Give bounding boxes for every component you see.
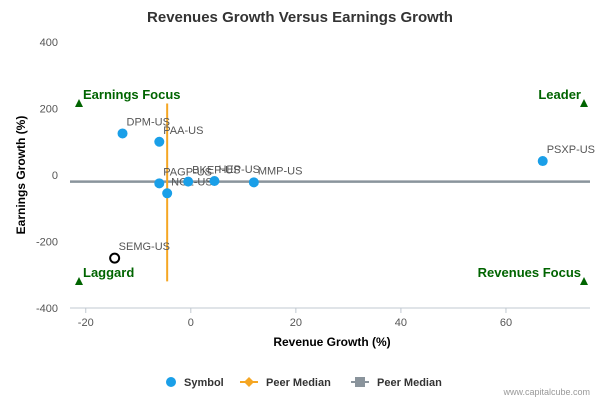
- y-tick-label: 400: [40, 37, 58, 49]
- data-point[interactable]: [117, 128, 128, 139]
- legend-peer-median-gray-marker: [355, 377, 365, 387]
- quadrant-label-earnings-focus: Earnings Focus: [83, 87, 181, 102]
- data-point-label: PSXP-US: [547, 144, 595, 156]
- quadrant-labels: Earnings Focus Leader Laggard Revenues F…: [75, 87, 588, 285]
- y-tick-label: 0: [52, 170, 58, 182]
- legend-symbol-marker: [166, 377, 176, 387]
- data-point[interactable]: [209, 175, 220, 186]
- x-tick-label: 60: [500, 317, 512, 329]
- data-point-label: PAA-US: [163, 125, 203, 137]
- data-point[interactable]: [248, 177, 259, 188]
- legend-peer-median-orange-marker: [244, 377, 254, 387]
- x-axis-title: Revenue Growth (%): [273, 335, 390, 349]
- data-point-label: MMP-US: [258, 165, 303, 177]
- data-point[interactable]: [183, 176, 194, 187]
- y-tick-label: -200: [36, 237, 58, 249]
- data-point[interactable]: [537, 156, 548, 167]
- data-point[interactable]: [162, 188, 173, 199]
- quadrant-triangle-top-right: [580, 99, 588, 107]
- data-point-label: PAGP-US: [163, 166, 212, 178]
- data-point[interactable]: [154, 178, 165, 189]
- legend: Symbol Peer Median Peer Median: [166, 377, 442, 389]
- legend-peer-median-orange-label: Peer Median: [266, 377, 331, 389]
- data-point-label: BKEP-US: [192, 165, 240, 177]
- legend-symbol-label: Symbol: [184, 377, 224, 389]
- data-point-label: HEP-US: [218, 164, 260, 176]
- y-tick-label: -400: [36, 303, 58, 315]
- quadrant-label-leader: Leader: [538, 87, 581, 102]
- quadrant-label-laggard: Laggard: [83, 265, 134, 280]
- y-tick-label: 200: [40, 104, 58, 116]
- x-tick-label: -20: [78, 317, 94, 329]
- credit-text: www.capitalcube.com: [502, 387, 590, 397]
- y-axis-title: Earnings Growth (%): [14, 116, 28, 235]
- peer-median-lines: [70, 103, 590, 282]
- data-point[interactable]: [109, 252, 121, 264]
- chart-title: Revenues Growth Versus Earnings Growth: [147, 9, 453, 26]
- x-tick-label: 40: [395, 317, 407, 329]
- data-points: DPM-USPAA-USPAGP-USNGL-USBKEP-USHEP-USMM…: [109, 116, 595, 264]
- data-point-label: SEMG-US: [119, 241, 170, 253]
- x-tick-label: 20: [290, 317, 302, 329]
- quadrant-triangle-top-left: [75, 99, 83, 107]
- data-point-label: DPM-US: [127, 116, 170, 128]
- quadrant-label-revenues-focus: Revenues Focus: [478, 265, 581, 280]
- quadrant-triangle-bottom-left: [75, 277, 83, 285]
- quadrant-triangle-bottom-right: [580, 277, 588, 285]
- x-tick-label: 0: [188, 317, 194, 329]
- legend-peer-median-gray-label: Peer Median: [377, 377, 442, 389]
- data-point[interactable]: [154, 136, 165, 147]
